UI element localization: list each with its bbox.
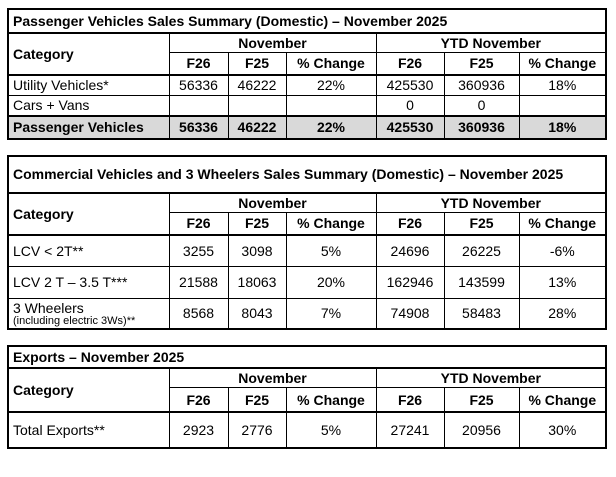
column-header-category: Category (7, 192, 170, 237)
column-header-ytd-pct-change: % Change (518, 211, 607, 237)
table-title: Passenger Vehicles Sales Summary (Domest… (7, 8, 607, 34)
value-cell: 143599 (443, 265, 520, 299)
value-cell: 3255 (168, 234, 229, 267)
value-cell: 425530 (375, 114, 445, 140)
value-cell: -6% (518, 234, 607, 267)
column-header-f25: F25 (227, 52, 287, 76)
category-cell: Utility Vehicles* (7, 74, 170, 97)
value-cell: 162946 (375, 265, 445, 299)
value-cell: 24696 (375, 234, 445, 267)
category-cell: Cars + Vans (7, 95, 170, 117)
value-cell: 360936 (443, 114, 520, 140)
value-cell: 2776 (227, 411, 287, 449)
value-cell: 3098 (227, 234, 287, 267)
value-cell: 18% (518, 114, 607, 140)
column-group-ytd-november: YTD November (375, 192, 607, 213)
column-header-f25: F25 (227, 387, 287, 413)
category-cell: 3 Wheelers (including electric 3Ws)** (7, 297, 170, 330)
document-page: Passenger Vehicles Sales Summary (Domest… (7, 8, 608, 449)
column-header-ytd-pct-change: % Change (518, 387, 607, 413)
value-cell: 2923 (168, 411, 229, 449)
table-row-total: Passenger Vehicles 56336 46222 22% 42553… (7, 114, 607, 140)
column-header-category: Category (7, 32, 170, 76)
exports-table: Exports – November 2025 Category Novembe… (7, 345, 608, 449)
category-cell: LCV < 2T** (7, 234, 170, 267)
value-cell: 22% (285, 114, 377, 140)
category-note: (including electric 3Ws)** (13, 314, 136, 327)
table-row: Total Exports** 2923 2776 5% 27241 20956… (7, 411, 607, 449)
value-cell: 0 (443, 95, 520, 117)
value-cell: 18063 (227, 265, 287, 299)
column-header-category: Category (7, 367, 170, 413)
passenger-sales-table: Passenger Vehicles Sales Summary (Domest… (7, 8, 608, 140)
value-cell: 360936 (443, 74, 520, 97)
column-group-november: November (168, 192, 377, 213)
table-row: Utility Vehicles* 56336 46222 22% 425530… (7, 74, 607, 97)
value-cell: 21588 (168, 265, 229, 299)
value-cell: 13% (518, 265, 607, 299)
value-cell: 20% (285, 265, 377, 299)
column-header-ytd-f26: F26 (375, 387, 445, 413)
column-header-ytd-f26: F26 (375, 52, 445, 76)
value-cell: 74908 (375, 297, 445, 330)
value-cell: 8568 (168, 297, 229, 330)
category-cell: Passenger Vehicles (7, 114, 170, 140)
value-cell: 46222 (227, 114, 287, 140)
value-cell: 30% (518, 411, 607, 449)
value-cell: 425530 (375, 74, 445, 97)
value-cell: 27241 (375, 411, 445, 449)
value-cell: 20956 (443, 411, 520, 449)
column-header-ytd-f25: F25 (443, 52, 520, 76)
table-row: LCV < 2T** 3255 3098 5% 24696 26225 -6% (7, 234, 607, 267)
value-cell: 18% (518, 74, 607, 97)
value-cell: 56336 (168, 74, 229, 97)
table-row: 3 Wheelers (including electric 3Ws)** 856… (7, 297, 607, 330)
column-header-ytd-pct-change: % Change (518, 52, 607, 76)
column-header-f26: F26 (168, 387, 229, 413)
column-header-f25: F25 (227, 211, 287, 237)
value-cell: 56336 (168, 114, 229, 140)
column-header-f26: F26 (168, 211, 229, 237)
category-cell: Total Exports** (7, 411, 170, 449)
table-row: LCV 2 T – 3.5 T*** 21588 18063 20% 16294… (7, 265, 607, 299)
column-header-pct-change: % Change (285, 211, 377, 237)
value-cell: 5% (285, 411, 377, 449)
value-cell: 22% (285, 74, 377, 97)
column-group-ytd-november: YTD November (375, 367, 607, 389)
column-header-ytd-f26: F26 (375, 211, 445, 237)
value-cell: 46222 (227, 74, 287, 97)
column-header-ytd-f25: F25 (443, 387, 520, 413)
column-header-pct-change: % Change (285, 52, 377, 76)
table-title: Commercial Vehicles and 3 Wheelers Sales… (7, 155, 607, 194)
value-cell (518, 95, 607, 117)
value-cell: 26225 (443, 234, 520, 267)
value-cell (227, 95, 287, 117)
column-header-ytd-f25: F25 (443, 211, 520, 237)
column-group-november: November (168, 367, 377, 389)
column-header-pct-change: % Change (285, 387, 377, 413)
value-cell: 7% (285, 297, 377, 330)
table-title: Exports – November 2025 (7, 345, 607, 370)
category-cell: LCV 2 T – 3.5 T*** (7, 265, 170, 299)
value-cell: 8043 (227, 297, 287, 330)
value-cell: 5% (285, 234, 377, 267)
value-cell (285, 95, 377, 117)
value-cell: 0 (375, 95, 445, 117)
category-label: 3 Wheelers (13, 299, 84, 316)
column-header-f26: F26 (168, 52, 229, 76)
column-group-ytd-november: YTD November (375, 32, 607, 54)
value-cell: 58483 (443, 297, 520, 330)
commercial-sales-table: Commercial Vehicles and 3 Wheelers Sales… (7, 154, 608, 331)
column-group-november: November (168, 32, 377, 54)
value-cell: 28% (518, 297, 607, 330)
value-cell (168, 95, 229, 117)
table-row: Cars + Vans 0 0 (7, 95, 607, 117)
